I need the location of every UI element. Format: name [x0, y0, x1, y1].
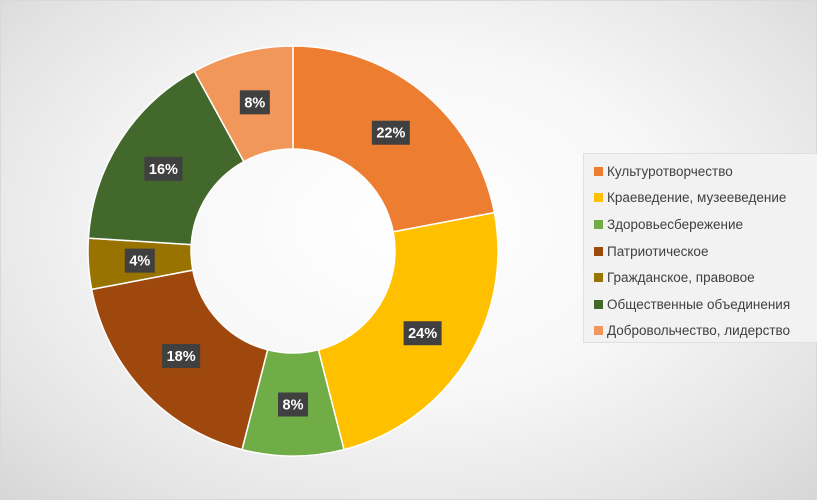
data-label-1: 22%	[371, 120, 410, 145]
data-label-box	[124, 248, 155, 273]
legend-label: Добровольчество, лидерство	[607, 323, 791, 339]
legend-item-2: Краеведение, музееведение	[594, 185, 817, 212]
legend-item-6: Общественные объединения	[594, 291, 817, 318]
legend-item-3: Здоровьесбережение	[594, 211, 817, 238]
data-label-box	[144, 156, 183, 181]
legend-swatch	[594, 299, 603, 309]
data-label-text: 4%	[129, 254, 150, 270]
legend-swatch	[594, 246, 603, 256]
legend-item-1: Культуротворчество	[594, 158, 817, 185]
data-label-2: 24%	[403, 321, 442, 346]
legend-label: Культуротворчество	[607, 163, 733, 179]
legend-swatch	[594, 273, 603, 283]
data-label-text: 8%	[244, 95, 265, 111]
data-label-box	[371, 120, 410, 145]
data-label-box	[239, 90, 270, 115]
legend-label: Краеведение, музееведение	[607, 190, 787, 206]
legend-swatch	[594, 219, 603, 229]
data-label-box	[162, 344, 201, 369]
legend-item-7: Добровольчество, лидерство	[594, 318, 817, 345]
legend-item-5: Гражданское, правовое	[594, 264, 817, 291]
data-label-box	[403, 321, 442, 346]
legend-label: Патриотическое	[607, 243, 709, 259]
data-label-4: 18%	[162, 344, 201, 369]
legend-swatch	[594, 326, 603, 336]
data-label-box	[278, 392, 308, 417]
data-label-text: 18%	[167, 349, 196, 365]
legend-swatch	[594, 166, 603, 176]
data-label-5: 4%	[124, 248, 155, 273]
data-label-text: 16%	[149, 162, 178, 178]
data-label-7: 8%	[239, 90, 270, 115]
data-label-text: 22%	[376, 126, 405, 142]
legend-label: Общественные объединения	[607, 296, 791, 312]
legend-label: Гражданское, правовое	[607, 270, 755, 286]
data-label-6: 16%	[144, 156, 183, 181]
legend-label: Здоровьесбережение	[607, 216, 744, 232]
data-label-text: 8%	[283, 398, 304, 414]
legend-swatch	[594, 193, 603, 203]
legend-item-4: Патриотическое	[594, 238, 817, 265]
chart-legend: Культуротворчество Краеведение, музееведе…	[583, 153, 817, 343]
data-label-3: 8%	[278, 392, 308, 417]
data-label-text: 24%	[408, 326, 437, 342]
